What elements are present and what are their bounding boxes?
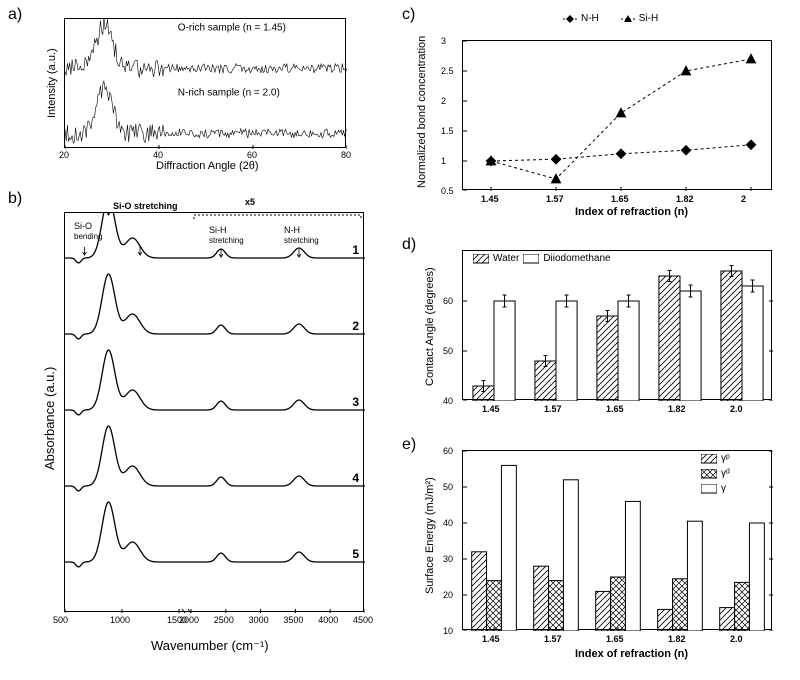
panel-c: c) 0.511.522.531.451.571.651.822N-HSi-H …	[400, 6, 790, 222]
panel-e: e) 1020304050601.451.571.651.822.0γᵖγᵈγ …	[400, 436, 790, 674]
panel-b-xlabel: Wavenumber (cm⁻¹)	[151, 638, 269, 654]
panel-a-ylabel: Intensity (a.u.)	[46, 48, 58, 118]
panel-e-xlabel: Index of refraction (n)	[575, 648, 688, 660]
svg-text:5: 5	[352, 547, 359, 561]
panel-a-chart: O-rich sample (n = 1.45) N-rich sample (n…	[64, 18, 346, 148]
panel-a: a) O-rich sample (n = 1.45) N-rich sample…	[6, 6, 366, 176]
svg-text:3: 3	[352, 395, 359, 409]
svg-text:1: 1	[352, 243, 359, 257]
chartD-legend: WaterDiiodomethane	[473, 253, 611, 264]
svg-text:O-rich sample (n = 1.45): O-rich sample (n = 1.45)	[178, 22, 286, 33]
svg-text:N-rich sample (n = 2.0): N-rich sample (n = 2.0)	[178, 87, 280, 98]
panel-e-label: e)	[402, 436, 416, 454]
svg-text:2: 2	[352, 319, 359, 333]
svg-text:4: 4	[352, 471, 359, 485]
panel-c-chart: 0.511.522.531.451.571.651.822N-HSi-H	[462, 40, 772, 190]
panel-c-xlabel: Index of refraction (n)	[575, 206, 688, 218]
panel-c-label: c)	[402, 6, 415, 24]
panel-e-ylabel: Surface Energy (mJ/m²)	[424, 477, 436, 594]
panel-b: b) 12345Si-ObendingSi-O stretchingSi-Hst…	[6, 190, 386, 670]
panel-a-label: a)	[8, 6, 22, 24]
panel-d-label: d)	[402, 236, 416, 254]
panel-d-ylabel: Contact Angle (degrees)	[424, 267, 436, 386]
panel-e-chart: 1020304050601.451.571.651.822.0γᵖγᵈγ	[462, 450, 772, 630]
panel-b-chart: 12345Si-ObendingSi-O stretchingSi-Hstret…	[64, 212, 364, 612]
panel-d-chart: 4050601.451.571.651.822.0WaterDiiodometh…	[462, 250, 772, 400]
panel-b-label: b)	[8, 190, 22, 208]
panel-b-ylabel: Absorbance (a.u.)	[42, 367, 57, 470]
chartE-legend: γᵖγᵈγ	[701, 453, 730, 494]
panel-a-xlabel: Diffraction Angle (2θ)	[156, 160, 259, 172]
panel-c-ylabel: Normalized bond concentration	[416, 36, 428, 188]
panel-d: d) 4050601.451.571.651.822.0WaterDiiodom…	[400, 236, 790, 426]
panel-c-legend: N-HSi-H	[563, 13, 658, 24]
